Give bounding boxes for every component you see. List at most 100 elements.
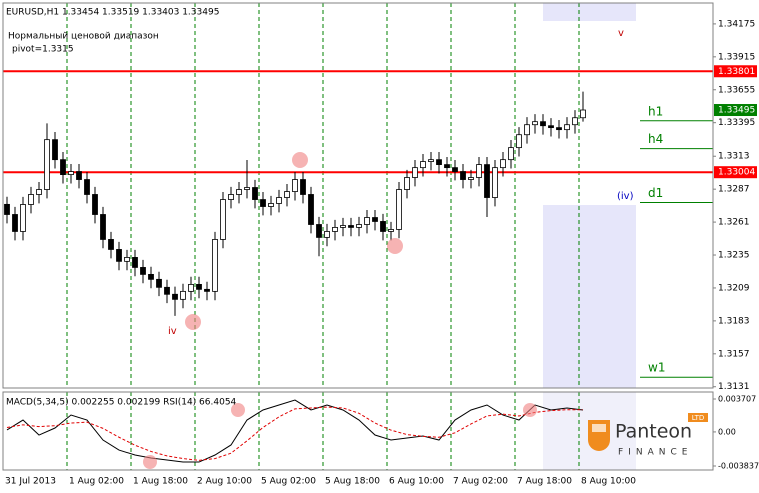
zone-bottom: [543, 205, 636, 388]
indicator-title: MACD(5,34,5) 0.002255 0.002199 RSI(14) 6…: [6, 398, 237, 408]
wave-marker: [231, 403, 245, 417]
logo-icon: [592, 424, 606, 432]
y-tick-label: 0.00: [718, 427, 736, 436]
candle-body: [540, 121, 546, 127]
subtitle: Нормальный ценовой диапазон: [8, 32, 159, 42]
x-tick-label: 1 Aug 18:00: [133, 477, 188, 487]
y-tick-label: 1.3183: [718, 316, 750, 326]
candle-body: [340, 225, 346, 228]
candle-body: [380, 221, 386, 232]
logo-badge: [688, 413, 708, 422]
candle-body: [348, 225, 354, 228]
candle-body: [204, 288, 210, 292]
x-tick-label: 31 Jul 2013: [5, 477, 56, 487]
x-tick-label: 2 Aug 10:00: [197, 477, 252, 487]
candle-body: [12, 214, 18, 232]
candle-body: [444, 164, 450, 169]
candle-body: [20, 204, 26, 232]
pivot-label: h4: [648, 132, 663, 146]
logo: LTD Panteon FINANCE: [588, 413, 708, 458]
level-badge: [714, 104, 757, 117]
level-badge: [714, 166, 757, 179]
pivot-label: d1: [648, 186, 663, 200]
candle-body: [308, 194, 314, 225]
candle-body: [460, 171, 466, 180]
candle-body: [68, 171, 74, 176]
candle-body: [44, 139, 50, 190]
candle-body: [284, 191, 290, 198]
y-tick-label: 1.3235: [718, 251, 750, 261]
candle-body: [412, 167, 418, 178]
candle-body: [124, 257, 130, 262]
candle-body: [212, 239, 218, 292]
candle-body: [228, 194, 234, 200]
candle-body: [556, 127, 562, 131]
zone-top: [543, 3, 636, 21]
wave-label: (iv): [617, 191, 634, 202]
subtitle: pivot=1.3315: [12, 45, 74, 55]
y-tick-label: 1.33395: [718, 118, 755, 128]
candle-body: [420, 161, 426, 169]
y-tick-label: 1.3157: [718, 349, 750, 359]
candle-body: [404, 177, 410, 190]
candle-body: [276, 197, 282, 204]
candle-body: [236, 189, 242, 195]
candle-body: [220, 199, 226, 240]
wave-label: v: [618, 28, 624, 39]
y-tick-label: 1.33915: [718, 52, 755, 62]
candle-body: [396, 189, 402, 230]
chart-title: EURUSD,H1 1.33454 1.33519 1.33403 1.3349…: [6, 8, 219, 18]
indicator-line: [6, 406, 583, 461]
candle-body: [492, 167, 498, 198]
candle-body: [436, 159, 442, 165]
candle-body: [108, 239, 114, 250]
candle-body: [100, 214, 106, 240]
y-tick-label: 1.3209: [718, 283, 750, 293]
candle-body: [188, 284, 194, 292]
candle-body: [60, 159, 66, 176]
candle-body: [524, 124, 530, 136]
wave-label: iv: [168, 326, 177, 337]
candle-body: [428, 159, 434, 162]
pivot-label: w1: [648, 361, 665, 375]
candle-body: [372, 217, 378, 222]
candle-body: [508, 147, 514, 161]
candle-body: [580, 109, 586, 119]
logo-badge-text: LTD: [692, 414, 705, 422]
candle-body: [172, 293, 178, 300]
candle-body: [252, 187, 258, 200]
logo-tagline: FINANCE: [618, 448, 692, 458]
level-badge: [714, 65, 757, 78]
y-tick-label: 1.3131: [718, 382, 750, 392]
indicator-frame: [2, 391, 714, 471]
candle-body: [364, 217, 370, 225]
y-tick-label: 1.3261: [718, 218, 750, 228]
grid: [66, 3, 580, 470]
level-label: 1.33495: [718, 106, 755, 116]
candle-body: [244, 187, 250, 190]
y-tick-label: -0.003837: [718, 462, 759, 471]
indicator-line: [6, 399, 584, 463]
main-panel: 1.34175 1.33915 1.33655 1.33395 1.3313 1.3287…: [3, 19, 757, 487]
x-tick-label: 5 Aug 02:00: [261, 477, 316, 487]
candle-body: [292, 179, 298, 192]
indicator-panel: 0.003707 0.00 -0.003837: [6, 395, 759, 471]
candle-body: [332, 227, 338, 232]
candle-body: [356, 224, 362, 228]
wave-marker: [387, 238, 403, 254]
candle-body: [316, 224, 322, 238]
candle-body: [164, 286, 170, 295]
y-tick-label: 1.3287: [718, 185, 750, 195]
candle-body: [268, 203, 274, 207]
x-tick-label: 7 Aug 02:00: [453, 477, 508, 487]
candle-body: [260, 199, 266, 207]
candle-body: [500, 159, 506, 169]
candle-body: [476, 164, 482, 178]
logo-name: Panteon: [615, 421, 692, 443]
x-tick-label: 1 Aug 02:00: [69, 477, 124, 487]
candle-body: [92, 194, 98, 215]
y-tick-label: 0.003707: [718, 395, 756, 404]
candle-body: [84, 179, 90, 195]
candle-body: [468, 177, 474, 180]
